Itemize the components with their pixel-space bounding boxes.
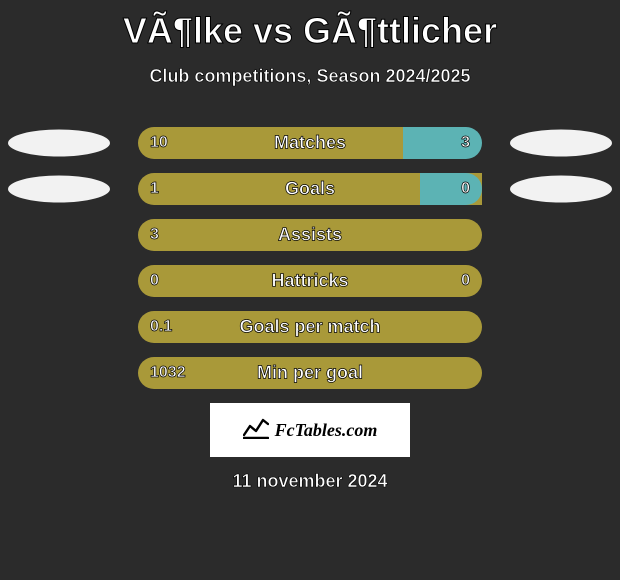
page-title: VÃ¶lke vs GÃ¶ttlicher bbox=[0, 0, 620, 52]
stat-row: 103Matches bbox=[0, 127, 620, 159]
page-subtitle: Club competitions, Season 2024/2025 bbox=[0, 66, 620, 87]
stat-label: Min per goal bbox=[138, 363, 482, 384]
stats-comparison-chart: 103Matches 10Goals 3Assists 00Hattricks 0.1G… bbox=[0, 127, 620, 389]
date-line: 11 november 2024 bbox=[0, 471, 620, 492]
stat-track: 1032Min per goal bbox=[138, 357, 482, 389]
stat-row: 3Assists bbox=[0, 219, 620, 251]
stat-track: 103Matches bbox=[138, 127, 482, 159]
stat-label: Goals bbox=[138, 179, 482, 200]
stat-track: 10Goals bbox=[138, 173, 482, 205]
stat-label: Assists bbox=[138, 225, 482, 246]
stat-track: 0.1Goals per match bbox=[138, 311, 482, 343]
player-right-badge bbox=[510, 176, 612, 203]
stat-label: Matches bbox=[138, 133, 482, 154]
stat-track: 3Assists bbox=[138, 219, 482, 251]
stat-row: 1032Min per goal bbox=[0, 357, 620, 389]
stat-track: 00Hattricks bbox=[138, 265, 482, 297]
stat-row: 10Goals bbox=[0, 173, 620, 205]
player-left-badge bbox=[8, 130, 110, 157]
player-left-badge bbox=[8, 176, 110, 203]
brand-logo-icon bbox=[243, 417, 269, 444]
brand-text: FcTables.com bbox=[275, 420, 378, 441]
stat-row: 0.1Goals per match bbox=[0, 311, 620, 343]
player-right-badge bbox=[510, 130, 612, 157]
stat-label: Goals per match bbox=[138, 317, 482, 338]
stat-label: Hattricks bbox=[138, 271, 482, 292]
brand-box: FcTables.com bbox=[210, 403, 410, 457]
stat-row: 00Hattricks bbox=[0, 265, 620, 297]
